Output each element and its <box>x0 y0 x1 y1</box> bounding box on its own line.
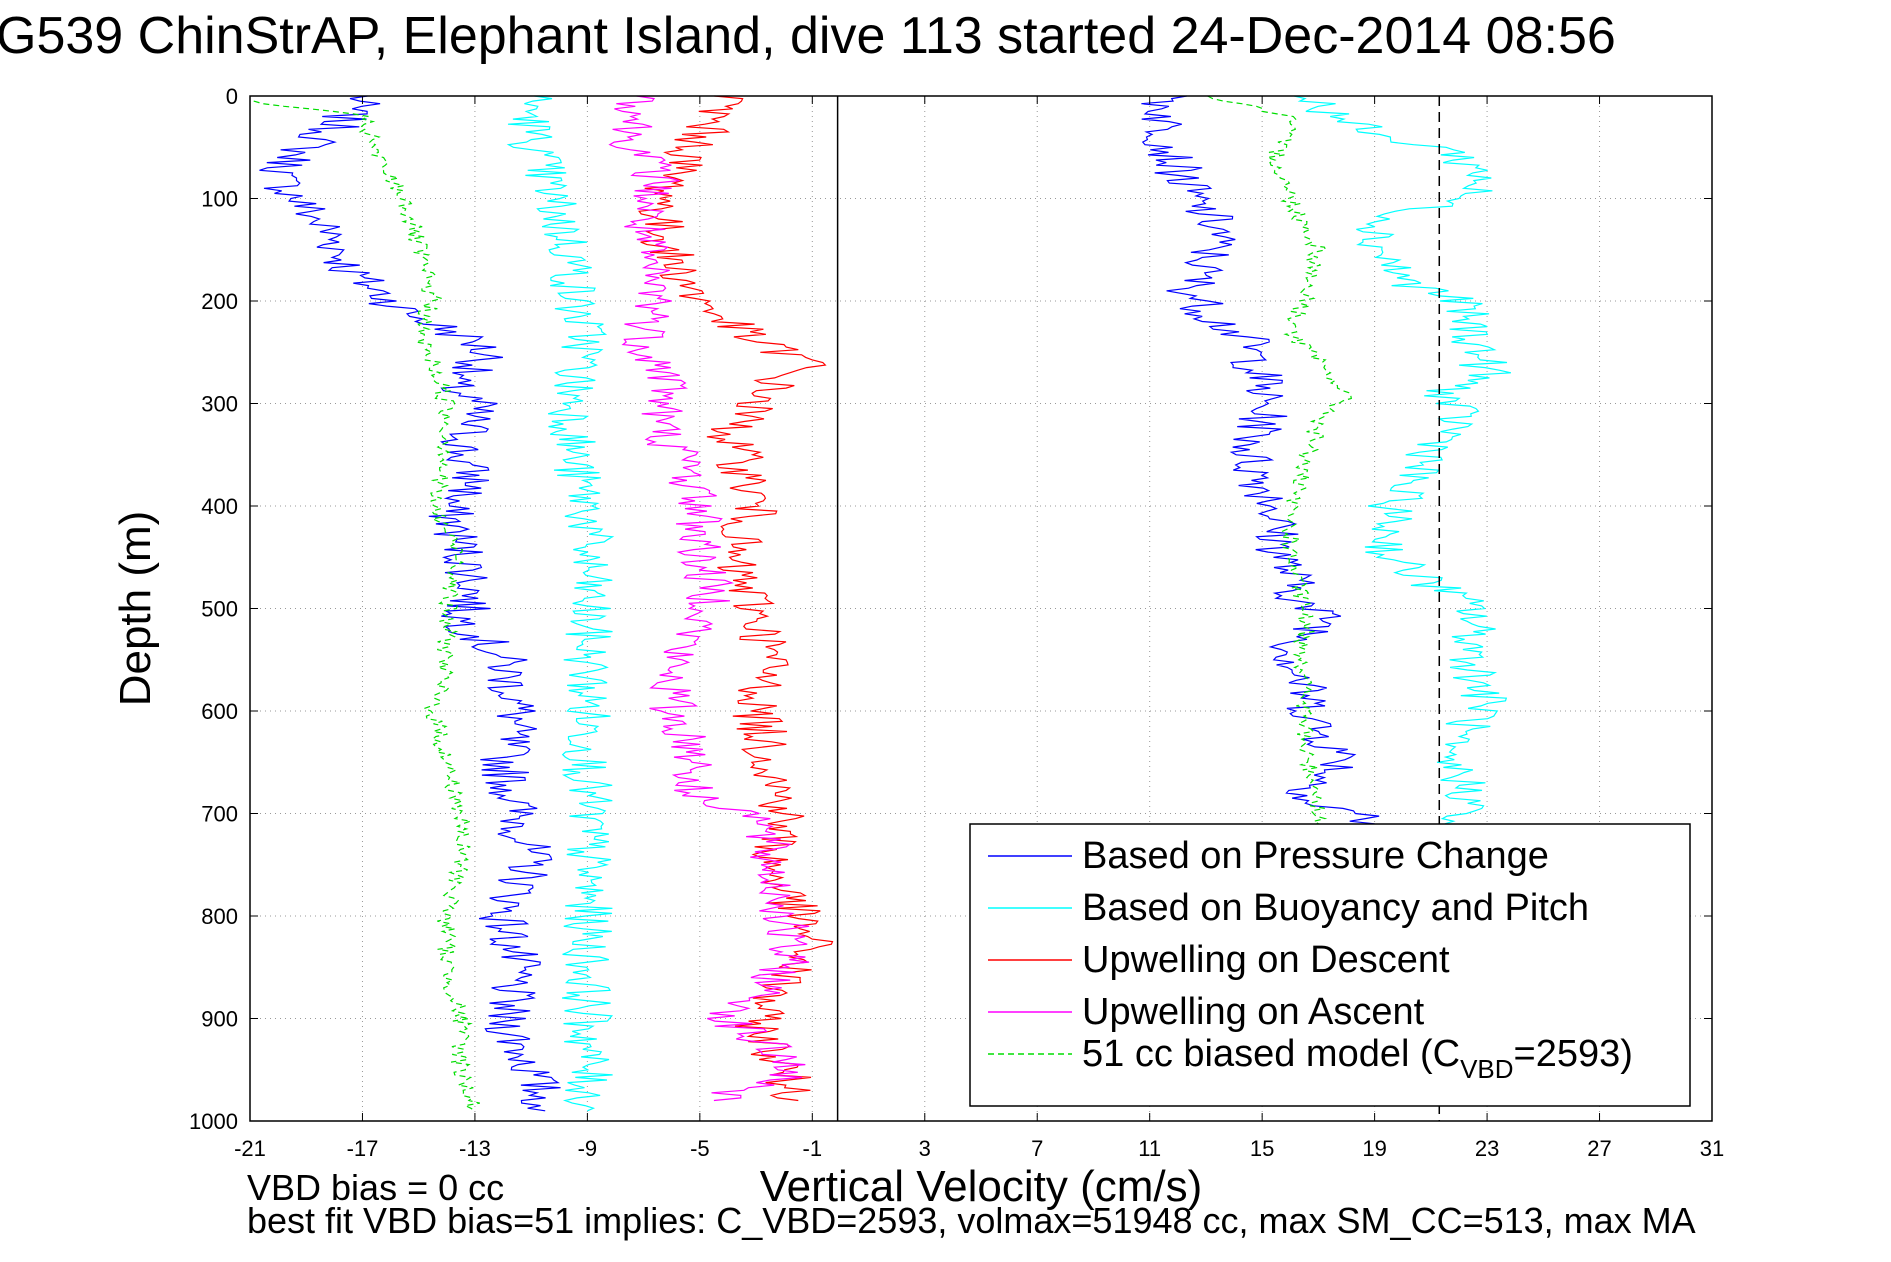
axis-ticks: -21 -17 -13 -9 -5 -1 3 7 11 15 19 23 27 3101002003004… <box>189 84 1724 1161</box>
legend-label: Based on Buoyancy and Pitch <box>1082 887 1589 929</box>
y-tick-label: 1000 <box>189 1109 238 1134</box>
legend-label: 51 cc biased model (CVBD=2593) <box>1082 1033 1633 1084</box>
legend-label: Upwelling on Descent <box>1082 939 1450 981</box>
y-tick-label: 500 <box>201 597 238 622</box>
series-line <box>506 95 615 1112</box>
x-tick-label: 7 <box>1031 1136 1043 1161</box>
y-tick-label: 700 <box>201 802 238 827</box>
legend-label-subscript: VBD <box>1460 1054 1513 1084</box>
x-tick-label: 23 <box>1475 1136 1499 1161</box>
x-tick-label: -13 <box>459 1136 491 1161</box>
series-line <box>253 100 480 1112</box>
legend-label: Upwelling on Ascent <box>1082 991 1425 1033</box>
legend-label-tail: =2593) <box>1514 1033 1633 1075</box>
legend-label: Based on Pressure Change <box>1082 835 1549 877</box>
x-tick-label: 15 <box>1250 1136 1274 1161</box>
best-fit-note: best fit VBD bias=51 implies: C_VBD=2593… <box>247 1200 1696 1241</box>
legend: Based on Pressure Change Based on Buoyanc… <box>969 823 1691 1107</box>
chart-title: G539 ChinStrAP, Elephant Island, dive 11… <box>0 7 1616 65</box>
vbd-bias-note: VBD bias = 0 cc <box>247 1167 505 1208</box>
x-tick-label: 3 <box>919 1136 931 1161</box>
x-tick-label: -17 <box>347 1136 379 1161</box>
series-layer <box>253 95 1512 1112</box>
series-line <box>1294 95 1512 825</box>
y-axis-label: Depth (m) <box>111 511 160 707</box>
y-tick-label: 200 <box>201 289 238 314</box>
x-tick-label: -21 <box>234 1136 266 1161</box>
y-tick-label: 400 <box>201 494 238 519</box>
x-tick-label: 11 <box>1138 1136 1161 1161</box>
x-tick-label: 27 <box>1587 1136 1611 1161</box>
x-tick-label: -1 <box>803 1136 823 1161</box>
y-tick-label: 100 <box>201 187 238 212</box>
x-tick-label: -5 <box>690 1136 710 1161</box>
y-tick-label: 800 <box>201 904 238 929</box>
x-tick-label: 31 <box>1700 1136 1724 1161</box>
x-tick-label: -9 <box>578 1136 598 1161</box>
y-tick-label: 300 <box>201 392 238 417</box>
series-line <box>1207 95 1352 825</box>
x-axis-label: Vertical Velocity (cm/s) <box>760 1162 1203 1211</box>
y-tick-label: 0 <box>226 84 238 109</box>
legend-label-main: 51 cc biased model (C <box>1082 1033 1460 1075</box>
legend-box <box>969 823 1691 1107</box>
series-line <box>259 95 561 1112</box>
y-tick-label: 600 <box>201 699 238 724</box>
series-line <box>1141 95 1380 830</box>
y-tick-label: 900 <box>201 1007 238 1032</box>
x-tick-label: 19 <box>1362 1136 1386 1161</box>
series-line <box>638 95 834 1102</box>
series-line <box>608 95 810 1102</box>
